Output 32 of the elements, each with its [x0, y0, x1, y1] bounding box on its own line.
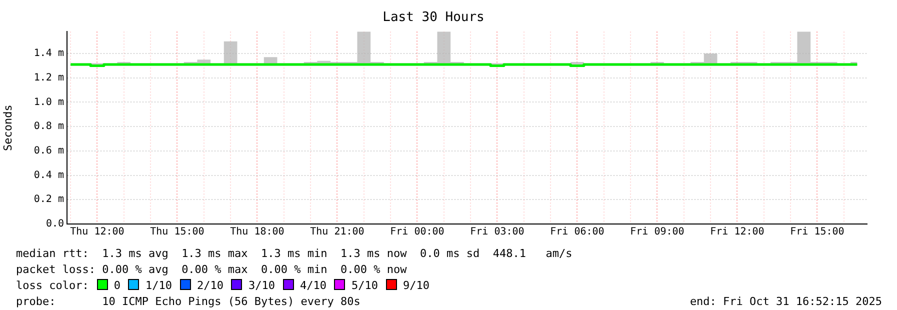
text: 2/10: [196, 279, 224, 292]
text: probe: 10 ICMP Echo Pings (56 Bytes) every 80s: [16, 295, 360, 308]
y-tick-label: 0.6 m: [34, 146, 64, 157]
y-axis-title: Seconds: [1, 104, 14, 151]
x-tick-label: Fri 03:00: [470, 226, 524, 238]
text: 1/10: [145, 279, 172, 292]
y-tick-label: 0.0: [46, 218, 64, 230]
x-tick-label: Thu 21:00: [310, 226, 364, 238]
x-tick-label: Thu 15:00: [150, 226, 204, 238]
y-tick-label: 1.0 m: [34, 96, 64, 108]
x-tick-label: Thu 12:00: [70, 226, 124, 238]
y-tick-label: 1.2 m: [34, 72, 64, 84]
text: median rtt: 1.3 ms avg 1.3 ms max 1.3 ms min 1.3 ms now 0.0 ms sd 448.1 am/s: [16, 246, 574, 262]
text: end: Fri Oct 31 16:52:15 2025: [690, 294, 882, 310]
x-tick-label: Fri 09:00: [630, 226, 684, 238]
x-tick-label: Fri 12:00: [710, 226, 764, 238]
y-tick-label: 0.2 m: [34, 194, 64, 206]
y-tick-label: 0.8 m: [34, 121, 64, 132]
text: 3/10: [248, 279, 275, 292]
text: 0: [114, 279, 120, 292]
chart-title: Last 30 Hours: [382, 10, 484, 26]
y-tick-label: 0.4 m: [34, 170, 64, 181]
y-tick-label: 1.4 m: [34, 48, 64, 60]
x-tick-label: Fri 00:00: [390, 226, 444, 238]
x-tick-label: Fri 15:00: [790, 226, 844, 238]
text: 9/10: [402, 279, 430, 292]
x-tick-label: Thu 18:00: [230, 226, 284, 238]
x-tick-label: Fri 06:00: [550, 226, 604, 238]
text: 5/10: [351, 279, 378, 292]
text: loss color:: [16, 279, 89, 292]
text: packet loss: 0.00 % avg 0.00 % max 0.00 % min 0.00 % now: [16, 262, 408, 278]
text: 4/10: [300, 279, 326, 292]
